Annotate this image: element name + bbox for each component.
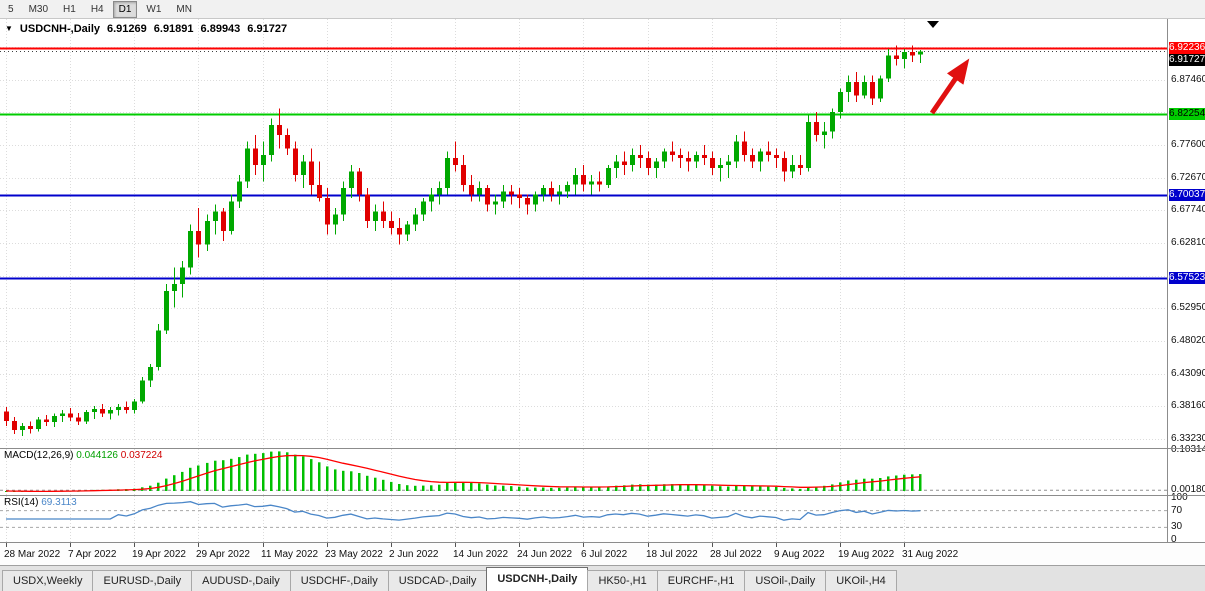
rsi-label: RSI(14) — [4, 497, 39, 508]
time-tick — [455, 543, 456, 547]
time-tick — [776, 543, 777, 547]
macd-pane[interactable]: MACD(12,26,9) 0.044126 0.037224 — [0, 449, 1167, 495]
timeframe-button-h1[interactable]: H1 — [63, 3, 76, 15]
date-label: 19 Aug 2022 — [838, 549, 895, 560]
ohlc-close: 6.91727 — [247, 23, 288, 35]
time-tick — [519, 543, 520, 547]
date-label: 29 Apr 2022 — [196, 549, 250, 560]
timeframe-button-d1[interactable]: D1 — [112, 0, 138, 18]
pane-separator — [0, 495, 1205, 496]
one-click-trading-arrow-icon[interactable]: ▼ — [5, 24, 13, 33]
time-tick — [263, 543, 264, 547]
rsi-pane[interactable]: RSI(14) 69.3113 — [0, 496, 1167, 542]
price-badge-support-level-blue-2: 6.57523 — [1169, 272, 1205, 285]
chart-tab-ukoil-h4[interactable]: UKOil-,H4 — [825, 570, 897, 591]
ohlc-high: 6.91891 — [153, 23, 194, 35]
timeframe-button-mn[interactable]: MN — [176, 3, 192, 15]
pane-separator — [0, 542, 1205, 543]
date-label: 14 Jun 2022 — [453, 549, 509, 560]
timeframe-button-5[interactable]: 5 — [8, 3, 14, 15]
date-label: 6 Jul 2022 — [581, 549, 628, 560]
candlestick-chart[interactable] — [0, 19, 1167, 448]
macd-label: MACD(12,26,9) — [4, 450, 74, 461]
rsi-axis-label: 30 — [1171, 521, 1183, 533]
price-label: 6.77600 — [1171, 138, 1205, 150]
pane-separator — [0, 448, 1205, 449]
chart-tab-bar: USDX,Weekly EURUSD-,Daily AUDUSD-,Daily USD… — [0, 565, 1205, 591]
date-label: 24 Jun 2022 — [517, 549, 573, 560]
time-tick — [904, 543, 905, 547]
date-label: 2 Jun 2022 — [389, 549, 439, 560]
macd-title: MACD(12,26,9) 0.044126 0.037224 — [4, 450, 162, 461]
rsi-axis-label: 0 — [1171, 534, 1177, 545]
time-tick — [840, 543, 841, 547]
price-label: 6.48020 — [1171, 335, 1205, 347]
ohlc-open: 6.91269 — [107, 23, 147, 35]
chart-tab-audusd-daily[interactable]: AUDUSD-,Daily — [191, 570, 291, 591]
chart-tab-usdchf-daily[interactable]: USDCHF-,Daily — [289, 570, 389, 591]
rsi-axis-label: 100 — [1171, 492, 1188, 503]
price-badge-support-level-green: 6.82254 — [1169, 108, 1205, 121]
price-label: 6.62810 — [1171, 237, 1205, 249]
date-label: 9 Aug 2022 — [774, 549, 825, 560]
date-label: 28 Mar 2022 — [4, 549, 61, 560]
date-label: 23 May 2022 — [325, 549, 383, 560]
macd-value: 0.044126 — [76, 450, 118, 461]
price-badge-support-level-blue-1: 6.70037 — [1169, 189, 1205, 202]
price-label: 6.72670 — [1171, 171, 1205, 183]
price-label: 6.38160 — [1171, 400, 1205, 412]
time-tick — [391, 543, 392, 547]
timeframe-toolbar: 5 M30 H1 H4 D1 W1 MN — [0, 0, 1205, 19]
chart-tab-usoil-daily[interactable]: USOil-,Daily — [744, 570, 827, 591]
date-label: 28 Jul 2022 — [710, 549, 762, 560]
price-label: 6.43090 — [1171, 367, 1205, 379]
time-tick — [70, 543, 71, 547]
time-tick — [712, 543, 713, 547]
chart-title: ▼ USDCNH-,Daily 6.91269 6.91891 6.89943 … — [5, 23, 287, 35]
timeframe-button-h4[interactable]: H4 — [90, 3, 104, 15]
price-label: 6.52950 — [1171, 302, 1205, 314]
price-label: 6.33230 — [1171, 433, 1205, 445]
time-tick — [134, 543, 135, 547]
date-label: 7 Apr 2022 — [68, 549, 117, 560]
macd-chart — [0, 449, 1167, 495]
macd-axis-label: 0.00180 — [1171, 484, 1205, 496]
chart-tab-usdx-weekly[interactable]: USDX,Weekly — [2, 570, 94, 591]
price-label: 6.87460 — [1171, 73, 1205, 85]
timeframe-button-w1[interactable]: W1 — [146, 3, 162, 15]
chart-tab-eurchf-h1[interactable]: EURCHF-,H1 — [656, 570, 746, 591]
chart-tab-usdcnh-daily[interactable]: USDCNH-,Daily — [486, 567, 589, 591]
price-label: 6.67740 — [1171, 204, 1205, 216]
time-tick — [6, 543, 7, 547]
rsi-chart — [0, 496, 1167, 542]
ohlc-low: 6.89943 — [200, 23, 241, 35]
price-chart-pane[interactable]: ▼ USDCNH-,Daily 6.91269 6.91891 6.89943 … — [0, 19, 1167, 448]
timeframe-button-m30[interactable]: M30 — [28, 3, 49, 15]
chart-symbol-label: USDCNH-,Daily — [19, 23, 100, 35]
rsi-axis-label: 70 — [1171, 504, 1183, 516]
date-label: 31 Aug 2022 — [902, 549, 959, 560]
time-tick — [648, 543, 649, 547]
macd-signal-value: 0.037224 — [120, 450, 163, 461]
chart-tab-eurusd-daily[interactable]: EURUSD-,Daily — [92, 570, 193, 591]
date-label: 19 Apr 2022 — [132, 549, 186, 560]
time-tick — [327, 543, 328, 547]
time-tick — [583, 543, 584, 547]
rsi-title: RSI(14) 69.3113 — [4, 497, 77, 508]
chart-tab-hk50-h1[interactable]: HK50-,H1 — [587, 570, 658, 591]
time-axis[interactable]: 28 Mar 2022 7 Apr 2022 19 Apr 2022 29 Apr 2… — [0, 543, 1205, 565]
macd-axis-label: 0.10314 — [1171, 444, 1205, 456]
date-label: 18 Jul 2022 — [646, 549, 698, 560]
price-badge-bid-price: 6.91727 — [1169, 53, 1205, 66]
date-label: 11 May 2022 — [261, 549, 319, 560]
chart-tab-usdcad-daily[interactable]: USDCAD-,Daily — [387, 570, 488, 591]
price-axis[interactable]: 6.87460 6.77600 6.72670 6.67740 6.62810 6.529… — [1167, 19, 1205, 545]
rsi-value: 69.3113 — [41, 497, 77, 508]
time-tick — [198, 543, 199, 547]
price-badge-resistance-level: 6.92236 — [1169, 41, 1205, 54]
